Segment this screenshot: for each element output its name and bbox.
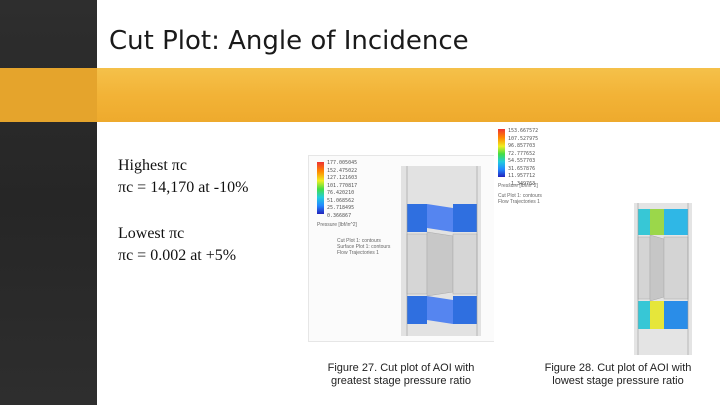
figure-27-image: 177.005045 152.475022 127.121603 101.770… — [308, 155, 496, 342]
lowest-label: Lowest πc — [118, 225, 185, 242]
accent-bar-left — [0, 68, 97, 122]
figure-28-legend-title: Pressure [lbf/in^2] — [498, 183, 538, 189]
figure-27-contour-plot — [401, 166, 481, 336]
figure-27-legend-bar — [317, 162, 324, 214]
figure-27-legend-note: Cut Plot 1: contours Surface Plot 1: con… — [337, 238, 391, 256]
left-dark-band — [0, 0, 97, 405]
accent-bar — [0, 68, 720, 122]
highest-label: Highest πc — [118, 157, 187, 174]
figure-27-legend-labels: 177.005045 152.475022 127.121603 101.770… — [327, 160, 358, 219]
figure-28-contour-plot — [634, 203, 692, 355]
slide-title: Cut Plot: Angle of Incidence — [109, 26, 469, 56]
figure-28-image: 153.667572 107.527975 96.857703 72.77765… — [494, 125, 697, 357]
figure-27-legend-title: Pressure [lbf/in^2] — [317, 222, 357, 228]
figure-28-legend-note: Cut Plot 1: contours Flow Trajectories 1 — [498, 193, 542, 205]
lowest-value: πc = 0.002 at +5% — [118, 247, 237, 264]
highest-value: πc = 14,170 at -10% — [118, 179, 249, 196]
figure-28-legend-bar — [498, 129, 505, 177]
figure-27-caption: Figure 27. Cut plot of AOI with greatest… — [327, 362, 475, 387]
figure-28-legend-labels: 153.667572 107.527975 96.857703 72.77765… — [508, 128, 539, 187]
figure-28-caption: Figure 28. Cut plot of AOI with lowest s… — [544, 362, 692, 387]
